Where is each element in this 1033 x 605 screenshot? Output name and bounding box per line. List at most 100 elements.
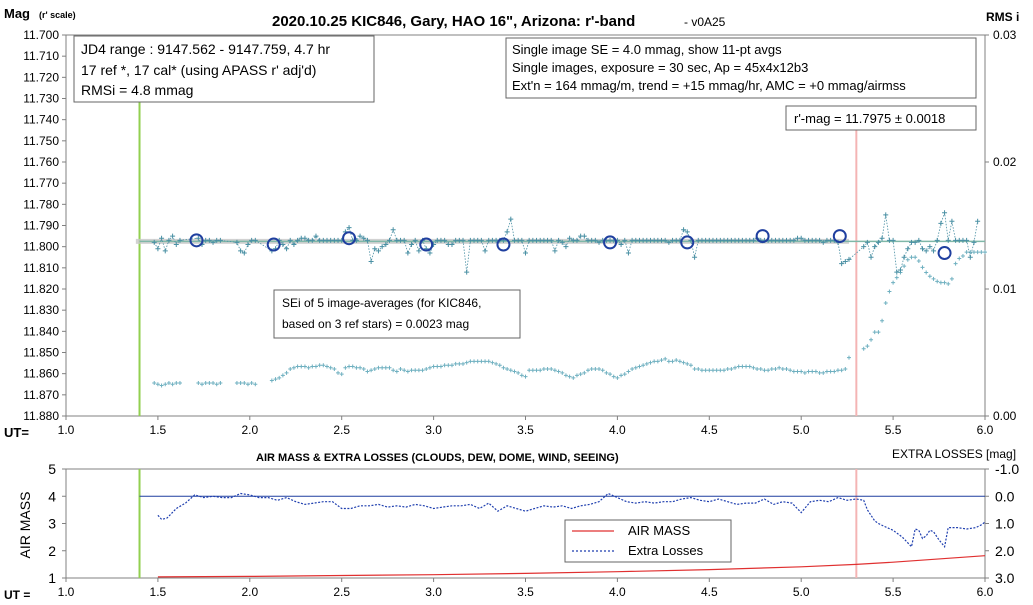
info-left-line-2: 17 ref *, 17 cal* (using APASS r' adj'd) — [81, 62, 316, 78]
rms-point — [663, 356, 668, 361]
rms-point — [953, 261, 958, 266]
rms-point — [306, 365, 311, 370]
rms-point — [280, 373, 285, 378]
rms-point — [828, 369, 833, 374]
single-image-point — [556, 237, 562, 243]
single-image-point — [508, 216, 514, 222]
single-image-point — [942, 210, 948, 216]
info-left-line-3: RMSi = 4.8 mmag — [81, 82, 193, 98]
rms-point — [464, 360, 469, 365]
rms-point — [354, 365, 359, 370]
single-image-point — [309, 237, 315, 243]
average-circles-series — [189, 229, 952, 261]
rms-point — [699, 368, 704, 373]
top-y-tick-label: 11.770 — [23, 176, 59, 190]
average-circle — [755, 229, 770, 244]
rms-point — [670, 359, 675, 364]
rms-point — [497, 363, 502, 368]
top-y-tick-label: 11.840 — [23, 324, 59, 338]
rms-point — [626, 369, 631, 374]
rms-point — [302, 364, 307, 369]
rms-point — [946, 281, 951, 286]
rms-point — [971, 250, 976, 255]
rms-point — [942, 280, 947, 285]
single-image-point — [890, 237, 896, 243]
extra-losses-line — [157, 492, 986, 549]
bottom-y-axis-label: AIR MASS — [17, 492, 33, 559]
rms-point — [427, 365, 432, 370]
rms-point — [545, 367, 550, 372]
airmass-line — [157, 555, 986, 578]
top-y-axis-label: Mag — [4, 6, 30, 21]
rms-point — [170, 382, 175, 387]
bottom-x-tick-label: 5.0 — [793, 585, 810, 599]
rms-point — [813, 369, 818, 374]
rms-point — [744, 364, 749, 369]
rms-point — [479, 359, 484, 364]
rms-point — [802, 370, 807, 375]
rms-point — [604, 370, 609, 375]
rms-point — [291, 365, 296, 370]
top-x-tick-label: 4.5 — [701, 423, 718, 437]
rms-point — [339, 372, 344, 377]
single-image-point — [692, 254, 698, 260]
bottom-y-tick-label: 2 — [48, 543, 56, 559]
rms-point — [872, 330, 877, 335]
rms-point — [516, 370, 521, 375]
rms-point — [795, 369, 800, 374]
top-vertical-markers — [138, 102, 858, 416]
single-image-point — [159, 235, 165, 241]
single-image-point — [405, 250, 411, 256]
rms-point — [747, 364, 752, 369]
rms-point — [582, 370, 587, 375]
rms-point — [152, 380, 157, 385]
single-image-point — [945, 237, 951, 243]
top-y-tick-label: 11.880 — [23, 409, 59, 423]
single-image-point — [401, 237, 407, 243]
rms-point — [483, 359, 488, 364]
rms-point — [200, 382, 205, 387]
extra-losses-series — [157, 492, 986, 549]
top-y-tick-label: 11.860 — [23, 367, 59, 381]
info-right-line-2: Single images, exposure = 30 sec, Ap = 4… — [512, 60, 808, 75]
bottom-plot-border — [65, 468, 986, 579]
single-image-point — [625, 250, 631, 256]
rms-point — [347, 364, 352, 369]
single-image-point — [386, 237, 392, 243]
single-image-point — [390, 227, 396, 233]
rms-point — [299, 364, 304, 369]
single-image-point — [846, 256, 852, 262]
rms-point — [755, 367, 760, 372]
rmag-box: r'-mag = 11.7975 ± 0.0018 — [785, 105, 977, 131]
rms-point — [927, 274, 932, 279]
rms-point — [611, 374, 616, 379]
rms-point — [461, 361, 466, 366]
single-image-point — [416, 248, 422, 254]
bottom-y2-tick-labels: -1.0 0.0 1.0 2.0 3.0 — [985, 461, 1019, 586]
rms-point — [369, 368, 374, 373]
top-x-tick-label: 3.5 — [517, 423, 534, 437]
rms-point — [769, 367, 774, 372]
rms-point — [508, 368, 513, 373]
single-image-point — [364, 237, 370, 243]
bottom-legend: AIR MASS Extra Losses — [564, 519, 732, 563]
single-image-point — [897, 267, 903, 273]
single-image-point — [820, 239, 826, 245]
rms-point — [957, 256, 962, 261]
single-image-point — [861, 244, 867, 250]
rms-point — [913, 255, 918, 260]
rms-point — [806, 369, 811, 374]
single-image-point — [839, 261, 845, 267]
rms-point — [449, 363, 454, 368]
top-x-tick-label: 4.0 — [609, 423, 626, 437]
top-y2-tick-label: 0.00 — [993, 409, 1017, 423]
bottom-x-tick-label: 1.5 — [150, 585, 167, 599]
rms-point — [865, 344, 870, 349]
rms-point — [824, 369, 829, 374]
single-image-point — [195, 235, 201, 241]
single-image-point — [920, 246, 926, 252]
single-image-point — [234, 239, 240, 245]
rms-point — [983, 250, 987, 255]
rms-point — [725, 367, 730, 372]
